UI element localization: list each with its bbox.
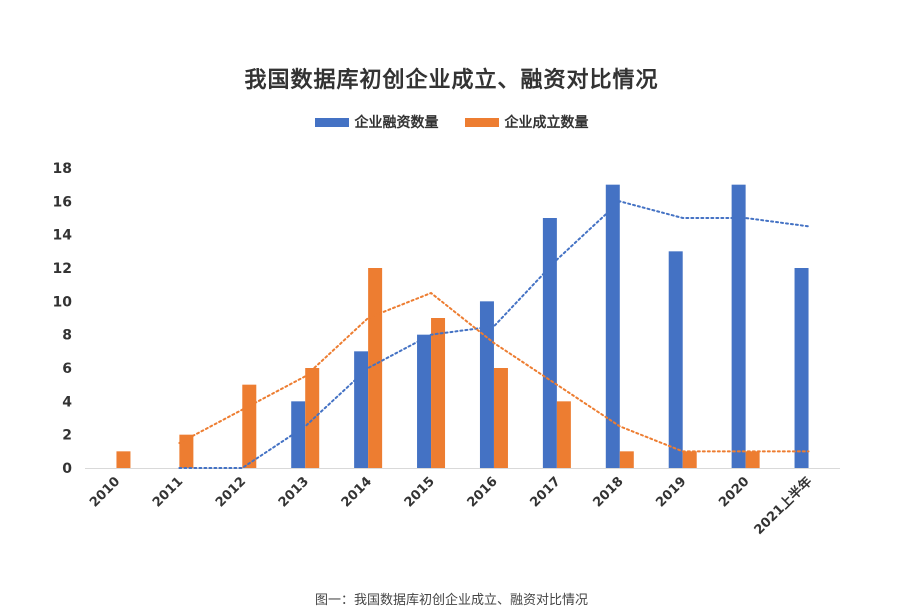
bar-founded xyxy=(368,268,383,468)
y-tick-label: 12 xyxy=(53,261,72,277)
y-tick-label: 6 xyxy=(62,361,72,377)
y-tick-label: 14 xyxy=(53,228,73,244)
bar-founded xyxy=(556,401,571,468)
legend-item-founded: 企业成立数量 xyxy=(464,112,589,132)
x-tick-label: 2011 xyxy=(150,474,186,510)
y-tick-label: 8 xyxy=(62,328,72,344)
bar-founded xyxy=(745,451,760,468)
y-tick-label: 4 xyxy=(62,394,72,410)
bar-financing xyxy=(542,218,557,468)
x-tick-label: 2014 xyxy=(339,474,375,510)
x-tick-label: 2012 xyxy=(213,474,249,510)
x-tick-label: 2010 xyxy=(87,474,123,510)
bar-financing xyxy=(668,251,683,468)
bar-founded xyxy=(682,451,697,468)
bar-founded xyxy=(179,434,194,468)
legend-label-financing: 企业融资数量 xyxy=(354,115,439,131)
y-tick-label: 10 xyxy=(53,294,73,310)
bar-founded xyxy=(493,368,508,468)
bar-financing xyxy=(794,268,809,468)
x-tick-label: 2017 xyxy=(528,474,564,510)
y-tick-label: 18 xyxy=(53,161,72,177)
legend-item-financing: 企业融资数量 xyxy=(314,112,439,132)
x-tick-label: 2016 xyxy=(465,474,501,510)
bar-founded xyxy=(242,384,257,468)
bar-founded xyxy=(619,451,634,468)
chart-title: 我国数据库初创企业成立、融资对比情况 xyxy=(244,68,659,93)
y-tick-label: 0 xyxy=(62,461,72,477)
x-tick-label: 2020 xyxy=(716,474,752,510)
y-tick-label: 2 xyxy=(62,428,72,444)
bar-financing xyxy=(731,184,746,468)
bar-financing xyxy=(417,334,432,468)
legend-swatch-financing xyxy=(314,117,349,127)
bar-financing xyxy=(291,401,306,468)
x-tick-label: 2013 xyxy=(276,474,312,510)
x-tick-label: 2019 xyxy=(653,474,689,510)
x-tick-label: 2015 xyxy=(402,474,438,510)
trendline-financing xyxy=(178,200,810,469)
x-tick-label: 2018 xyxy=(590,474,626,510)
bar-founded xyxy=(116,451,131,468)
trendline-founded xyxy=(178,291,810,453)
legend-label-founded: 企业成立数量 xyxy=(504,115,589,131)
bar-founded xyxy=(431,318,446,468)
bar-financing xyxy=(354,351,369,468)
y-tick-label: 16 xyxy=(53,194,72,210)
bar-financing xyxy=(605,184,620,468)
x-tick-label: 2021上半年 xyxy=(751,474,815,538)
bar-financing xyxy=(479,301,494,468)
bar-founded xyxy=(305,368,320,468)
legend: 企业融资数量 企业成立数量 xyxy=(0,112,903,132)
legend-swatch-founded xyxy=(464,117,499,127)
figure-caption: 图一：我国数据库初创企业成立、融资对比情况 xyxy=(314,593,588,608)
